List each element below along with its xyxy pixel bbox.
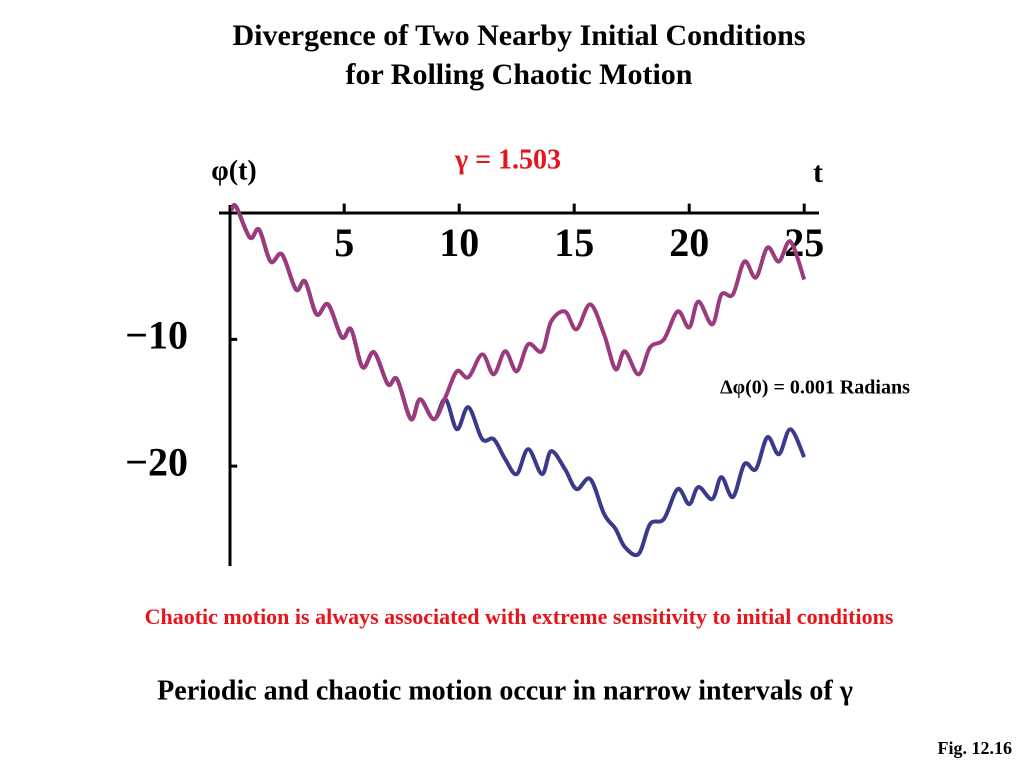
y-tick-label: −20 (125, 439, 188, 484)
subtitle: for Rolling Chaotic Motion (346, 58, 693, 91)
title: Divergence of Two Nearby Initial Conditi… (232, 19, 805, 52)
series-line (229, 203, 807, 422)
gamma-label: γ = 1.503 (454, 144, 561, 175)
x-tick-label: 20 (669, 220, 709, 265)
delta-label: Δφ(0) = 0.001 Radians (720, 377, 910, 399)
figure-number: Fig. 12.16 (938, 738, 1013, 758)
summary: Periodic and chaotic motion occur in nar… (157, 675, 853, 706)
x-tick-label: 10 (439, 220, 479, 265)
x-axis-label: t (813, 156, 823, 189)
series-line (229, 203, 807, 558)
x-tick-label: 5 (334, 220, 354, 265)
caption: Chaotic motion is always associated with… (145, 604, 894, 629)
y-tick-label: −10 (125, 313, 188, 358)
x-tick-label: 15 (554, 220, 594, 265)
y-axis-label: φ(t) (211, 155, 256, 186)
